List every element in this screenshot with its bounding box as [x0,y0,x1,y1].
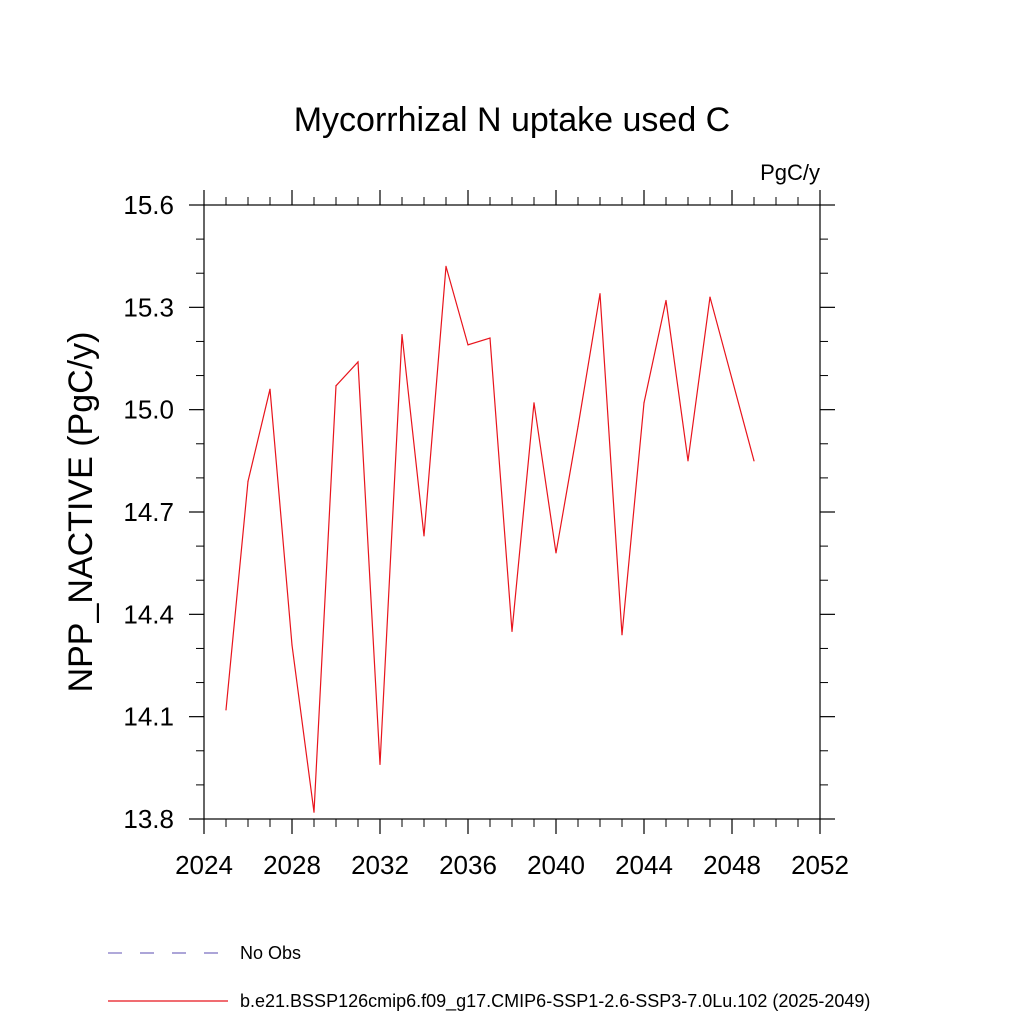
data-point [291,644,293,646]
series-line-0 [225,266,755,813]
data-point [709,296,711,298]
data-point [687,460,689,462]
y-axis-label: NPP_NACTIVE (PgC/y) [62,332,100,693]
y-tick-label: 15.0 [123,395,174,425]
legend: No Obs b.e21.BSSP126cmip6.f09_g17.CMIP6-… [108,943,870,1012]
legend-label-series: b.e21.BSSP126cmip6.f09_g17.CMIP6-SSP1-2.… [240,991,870,1012]
y-tick-label: 15.6 [123,190,174,220]
series-group [225,265,755,813]
data-point [401,334,403,336]
x-tick-label: 2048 [703,850,761,880]
data-point [247,480,249,482]
units-label: PgC/y [760,160,820,185]
y-tick-label: 14.7 [123,497,174,527]
x-tick-label: 2024 [175,850,233,880]
data-point [423,535,425,537]
x-tick-label: 2036 [439,850,497,880]
axis-ticks [189,190,835,834]
data-point [731,378,733,380]
data-point [753,460,755,462]
tick-labels: 2024 2028 2032 2036 2040 2044 2048 2052 13.8 14.1… [123,190,849,880]
data-point [269,388,271,390]
y-tick-label: 14.1 [123,702,174,732]
plot-frame [203,204,821,820]
y-tick-label: 14.4 [123,599,174,629]
x-tick-label: 2032 [351,850,409,880]
data-point [533,402,535,404]
x-tick-label: 2044 [615,850,673,880]
data-point [335,385,337,387]
data-point [665,299,667,302]
data-point [445,265,447,267]
y-tick-label: 13.8 [123,804,174,834]
y-tick-label: 15.3 [123,292,174,322]
data-point [555,552,557,554]
x-tick-label: 2052 [791,850,849,880]
data-point [379,763,381,766]
data-point [621,634,623,636]
data-point [643,402,645,404]
data-point [511,630,513,632]
data-point [599,293,601,295]
data-point [489,337,491,339]
x-tick-label: 2028 [263,850,321,880]
data-point [467,344,469,346]
data-point [313,811,315,813]
data-point [577,426,579,428]
x-tick-label: 2040 [527,850,585,880]
legend-label-no-obs: No Obs [240,943,301,963]
data-point [357,361,359,363]
chart-title: Mycorrhizal N uptake used C [294,101,731,139]
data-point [225,709,227,711]
